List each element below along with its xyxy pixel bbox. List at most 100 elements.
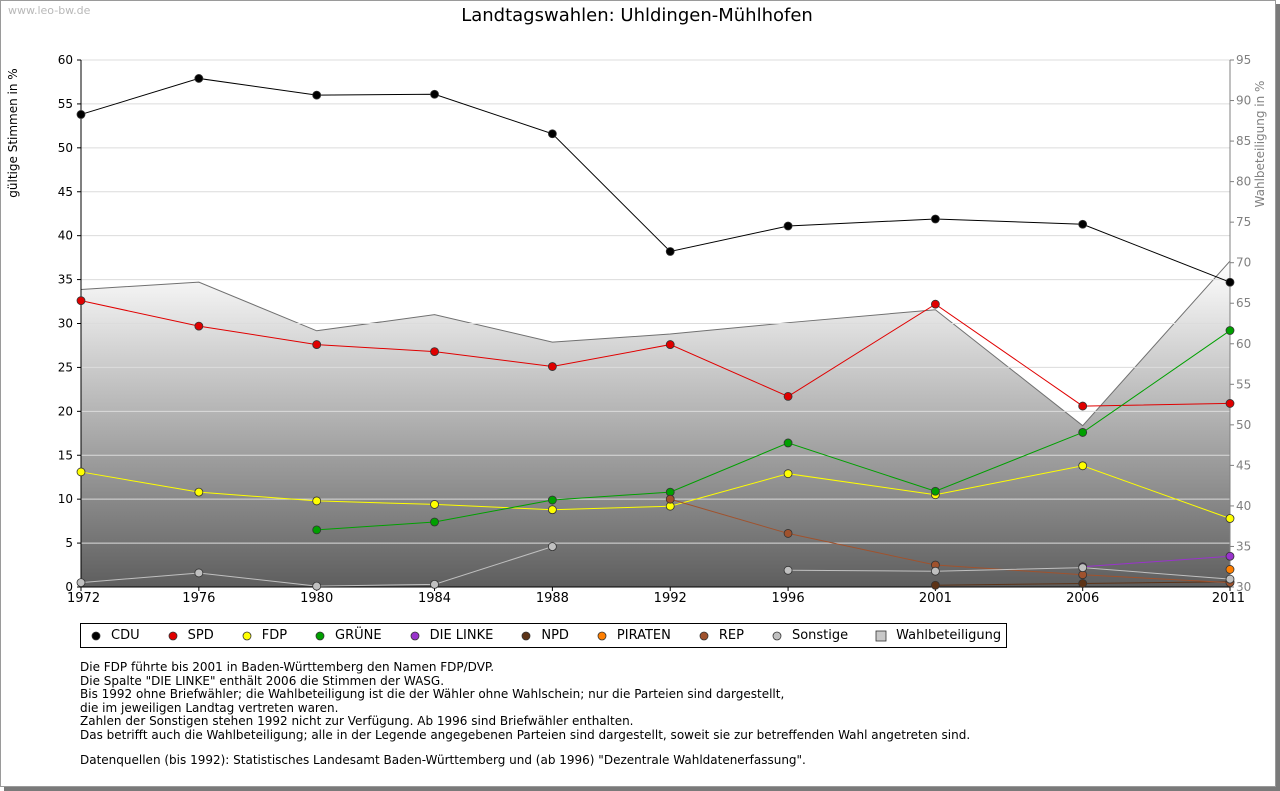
y-tick-label: 30 (58, 317, 73, 331)
legend-label: NPD (541, 628, 569, 643)
data-point-sonstige (312, 581, 322, 591)
data-point-fdp (76, 467, 86, 477)
series-line-die-linke (1082, 555, 1231, 568)
data-point-npd (930, 580, 940, 590)
y-axis-label: gültige Stimmen in % (6, 68, 20, 197)
legend-item: CDU (89, 628, 140, 643)
data-point-gr-ne (547, 495, 557, 505)
data-point-rep (665, 494, 675, 504)
chart-title: Landtagswahlen: Uhldingen-Mühlhofen (461, 5, 813, 26)
legend-item: SPD (166, 628, 214, 643)
x-tick-label: 2011 (1212, 591, 1245, 606)
turnout-area (81, 261, 1230, 587)
data-point-fdp (783, 469, 793, 479)
y-tick-label: 25 (58, 360, 73, 374)
legend-label: DIE LINKE (429, 628, 494, 643)
data-point-fdp (430, 500, 439, 509)
y2-tick-label: 95 (1236, 53, 1251, 67)
data-point-cdu (312, 90, 322, 100)
y2-tick-label: 35 (1236, 539, 1251, 553)
data-point-spd (430, 347, 439, 357)
data-point-spd (547, 362, 557, 371)
data-source: Datenquellen (bis 1992): Statistisches L… (80, 753, 806, 767)
data-point-fdp (547, 505, 557, 515)
legend-square-icon (875, 630, 887, 641)
footnote-line: Die FDP führte bis 2001 in Baden-Württem… (80, 660, 495, 674)
y2-axis-label: Wahlbeteiligung in % (1253, 81, 1267, 208)
data-point-spd (1078, 401, 1088, 411)
y2-tick-label: 85 (1236, 134, 1251, 148)
legend: CDU SPD FDP GRÜNE DIE LINKE NPD PIRATEN REP Sons… (80, 623, 1008, 648)
legend-label: Sonstige (791, 628, 849, 643)
data-point-npd (1078, 579, 1088, 588)
series-line-cdu (80, 77, 1231, 283)
x-tick-label: 1972 (67, 591, 100, 606)
legend-item: REP (697, 628, 744, 643)
footnote-line: die im jeweiligen Landtag vertreten ware… (80, 700, 339, 715)
y-tick-label: 55 (58, 97, 73, 111)
data-point-sonstige (76, 578, 86, 588)
data-point-spd (312, 340, 322, 349)
legend-item: PIRATEN (595, 628, 671, 643)
legend-item: Wahlbeteiligung (874, 628, 1001, 643)
y-tick-label: 35 (58, 273, 73, 287)
legend-dot-icon (410, 631, 420, 640)
legend-dot-icon (242, 631, 252, 640)
legend-dot-icon (772, 631, 782, 640)
data-point-cdu (783, 221, 793, 231)
y2-tick-label: 80 (1236, 175, 1251, 189)
legend-label: GRÜNE (335, 628, 382, 643)
legend-dot-icon (168, 631, 178, 640)
data-point-cdu (930, 214, 940, 224)
x-tick-label: 2006 (1066, 591, 1099, 606)
data-point-fdp (194, 487, 204, 497)
data-point-gr-ne (930, 486, 940, 496)
y2-tick-label: 45 (1236, 458, 1251, 472)
x-tick-label: 2001 (919, 591, 952, 606)
y2-tick-label: 30 (1236, 580, 1251, 594)
legend-item: Sonstige (770, 628, 848, 643)
data-point-cdu (76, 110, 86, 119)
y2-tick-label: 70 (1236, 256, 1251, 270)
y-tick-label: 40 (58, 229, 73, 243)
y-tick-label: 20 (58, 404, 73, 418)
legend-label: CDU (111, 628, 140, 643)
data-point-sonstige (194, 568, 204, 578)
data-point-cdu (665, 247, 675, 256)
data-point-cdu (430, 89, 439, 99)
data-point-sonstige (930, 566, 940, 576)
data-point-spd (1225, 399, 1235, 408)
data-point-gr-ne (312, 525, 322, 535)
x-tick-label: 1988 (536, 591, 569, 606)
data-point-cdu (194, 74, 204, 83)
data-point-sonstige (430, 579, 439, 589)
data-point-gr-ne (1078, 428, 1088, 437)
data-point-piraten (1225, 565, 1235, 574)
series-line-spd (80, 300, 1231, 407)
data-point-spd (76, 296, 86, 306)
x-tick-label: 1976 (182, 591, 215, 606)
x-tick-label: 1992 (654, 591, 687, 606)
data-point-fdp (312, 496, 322, 506)
legend-dot-icon (597, 631, 607, 640)
data-point-sonstige (547, 542, 557, 551)
legend-dot-icon (521, 631, 531, 640)
legend-item: GRÜNE (313, 628, 382, 643)
y2-tick-label: 65 (1236, 296, 1251, 310)
data-point-spd (194, 321, 204, 331)
watermark: www.leo-bw.de (8, 4, 91, 17)
y-tick-label: 60 (58, 53, 73, 67)
y-tick-label: 15 (58, 448, 73, 462)
footnote-line: Die Spalte "DIE LINKE" enthält 2006 die … (80, 673, 445, 688)
y2-tick-label: 50 (1236, 418, 1251, 432)
y2-tick-label: 40 (1236, 499, 1251, 513)
data-point-sonstige (1078, 563, 1088, 573)
data-point-sonstige (1225, 574, 1235, 584)
y-tick-label: 45 (58, 185, 73, 199)
data-point-gr-ne (430, 517, 439, 527)
data-point-cdu (1078, 219, 1088, 229)
data-point-cdu (1225, 277, 1235, 287)
y2-tick-label: 90 (1236, 94, 1251, 108)
data-point-gr-ne (1225, 326, 1235, 335)
